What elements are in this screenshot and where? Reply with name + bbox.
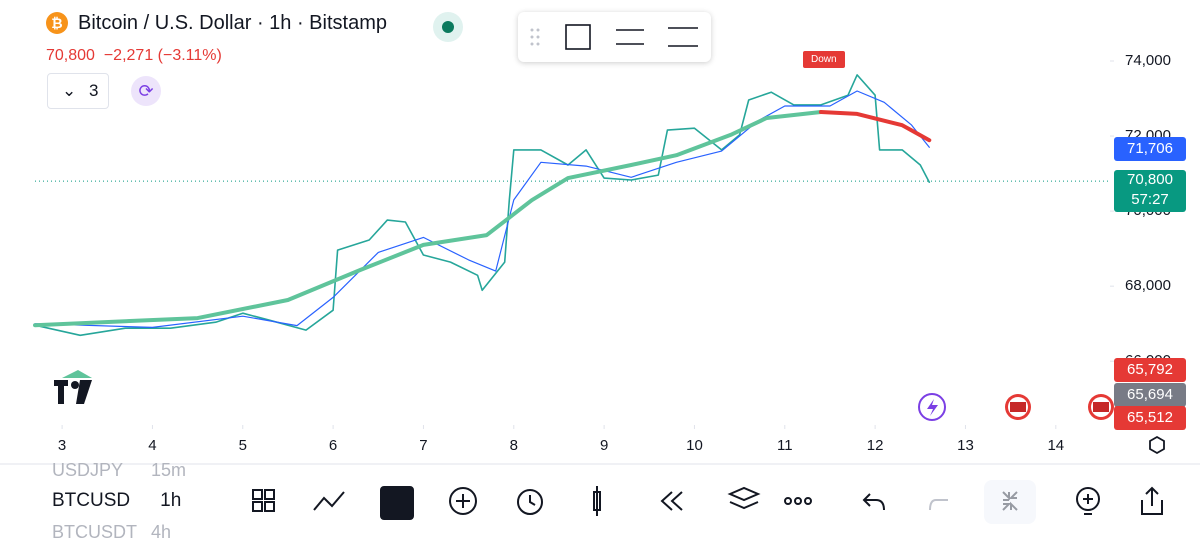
x-tick-label: 14 [1047,437,1064,454]
x-tick-label: 7 [419,437,427,454]
indicator-toggle[interactable]: ⌄ 3 [47,73,109,109]
watchlist-item[interactable]: BTCUSDT 4h [52,522,171,543]
chart-type-button[interactable] [313,491,345,511]
x-tick-label: 10 [686,437,703,454]
bottom-toolbar [252,480,1163,524]
x-tick-label: 3 [58,437,66,454]
x-tick-label: 6 [329,437,337,454]
volume-label: 65,512 [1114,406,1186,430]
symbol: BTCUSD [52,490,131,511]
x-tick-label: 11 [777,437,793,454]
x-tick-label: 9 [600,437,608,454]
symbol-title[interactable]: Bitcoin / U.S. Dollar · 1h · Bitstamp [78,12,387,34]
alert-button[interactable] [517,489,543,515]
add-button[interactable] [449,487,477,515]
y-tick-label: 74,000 [1125,52,1171,69]
flag-icon [1088,394,1114,420]
interval: 1h [160,490,182,511]
symbol: USDJPY [52,460,124,480]
last-price-label: 70,800 57:27 [1114,170,1186,212]
x-tick-label: 13 [957,437,974,454]
fullscreen-bg [984,480,1036,524]
refresh-button[interactable]: ⟳ [131,76,161,106]
price: 70,800 [46,47,95,64]
status [433,12,463,42]
change: −2,271 (−3.11%) [103,47,222,64]
assistant-icon[interactable] [918,393,946,421]
volume-label: 65,792 [1114,358,1186,382]
indicator-count: 3 [88,81,99,100]
interval: 4h [151,522,172,542]
price-line [818,110,932,143]
coin-icon: ₿ [46,12,68,34]
interval: 15m [151,460,187,480]
chart: 66,00068,00070,00072,00074,0003456789101… [0,52,1200,465]
watchlist-item[interactable]: BTCUSD 1h [52,490,181,512]
assistant-icon [927,399,938,416]
price-line [33,110,823,328]
last-price: 70,800 [1127,171,1173,188]
ideas-button[interactable] [1076,487,1100,511]
countdown: 57:27 [1131,191,1169,208]
volume-label: 65,694 [1114,383,1186,407]
watchlist-item[interactable]: USDJPY 15m [52,460,186,481]
price-line [34,90,930,328]
tv-button[interactable] [380,486,414,520]
flag-icon [1005,394,1031,420]
signal-label: Down [803,51,845,68]
layers-button[interactable] [727,486,761,502]
layout-button[interactable] [252,489,275,512]
share-button[interactable] [1141,500,1163,515]
redo-button[interactable] [929,499,948,511]
drawing-toolbar [518,12,711,62]
price-line [34,74,931,337]
ma-price-label: 71,706 [1114,137,1186,161]
plot: 66,00068,00070,00072,00074,0003456789101… [33,52,1171,454]
y-tick-label: 68,000 [1125,277,1171,294]
x-tick-label: 4 [148,437,156,454]
toolbar-icons [530,24,698,50]
price-line: 70,800 −2,271 (−3.11%) [46,47,222,65]
replay-button[interactable] [660,491,673,511]
symbol: BTCUSDT [52,522,137,542]
logo [54,370,92,404]
settings-icon[interactable] [1149,435,1165,455]
more-button[interactable] [784,497,792,505]
x-tick-label: 5 [239,437,247,454]
x-tick-label: 8 [510,437,518,454]
x-tick-label: 12 [867,437,884,454]
